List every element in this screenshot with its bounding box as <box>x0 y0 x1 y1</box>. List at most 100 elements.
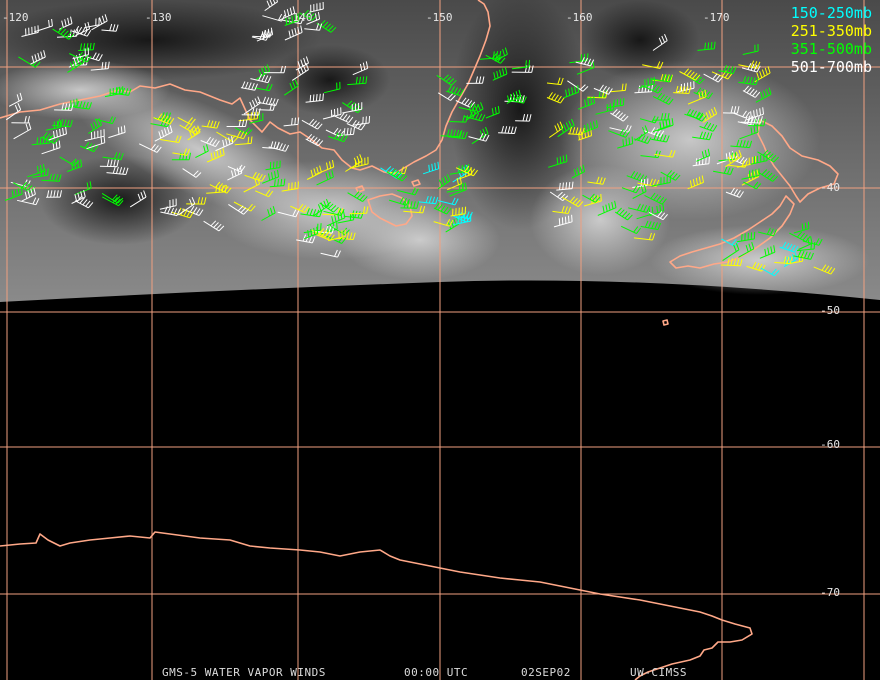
wind-barb-feather <box>72 60 76 68</box>
wind-barb-feather <box>53 190 56 198</box>
wind-barb-feather <box>32 197 37 205</box>
wind-barb-shaft <box>347 82 366 86</box>
wind-barb-feather <box>441 177 446 185</box>
wind-barb-shaft <box>651 138 667 143</box>
wind-barb-feather <box>608 88 613 95</box>
wind-barb-shaft <box>240 87 255 91</box>
wind-barb-feather <box>278 143 283 150</box>
wind-barb-feather <box>500 57 506 64</box>
wind-barb-feather <box>739 156 745 164</box>
wind-barbs <box>4 0 836 277</box>
wind-barb-feather <box>713 107 718 114</box>
wind-barb-feather <box>454 198 459 206</box>
wind-barb-feather <box>342 210 346 218</box>
wind-barb-feather <box>258 174 263 181</box>
wind-barb-feather <box>481 114 486 122</box>
wind-barb-feather <box>482 133 487 141</box>
wind-barb-feather <box>71 103 74 111</box>
wind-barb-shaft <box>200 140 216 148</box>
wind-barb-feather <box>605 91 608 99</box>
wind-barb-feather <box>83 189 86 198</box>
wind-barb-feather <box>312 137 318 144</box>
wind-barb-feather <box>59 190 62 198</box>
legend-entry-501-700: 501-700mb <box>790 58 872 76</box>
wind-barb-shaft <box>255 190 269 198</box>
wind-barb-feather <box>478 76 482 84</box>
wind-barb-feather <box>65 32 72 38</box>
wind-barb-feather <box>467 167 473 174</box>
wind-barb-feather <box>635 186 641 194</box>
wind-barb-feather <box>169 125 173 133</box>
wind-barb-feather <box>704 42 706 50</box>
wind-barb-shaft <box>250 78 269 84</box>
pressure-level-legend: 150-250mb 251-350mb 351-500mb 501-700mb <box>791 4 872 76</box>
wind-barb-feather <box>704 89 707 97</box>
wind-barb-feather <box>453 87 458 94</box>
wind-barb-feather <box>168 112 171 120</box>
wind-barb-feather <box>326 162 329 170</box>
wind-barb-feather <box>804 222 807 230</box>
wind-barb-feather <box>21 181 27 188</box>
wind-barb-feather <box>705 157 707 165</box>
wind-barb-feather <box>756 183 762 190</box>
wind-barb-feather <box>65 126 67 134</box>
wind-barb-feather <box>292 81 296 88</box>
wind-barb-shaft <box>13 128 32 140</box>
wind-barb-feather <box>244 127 250 134</box>
wind-barb-feather <box>73 160 80 166</box>
wind-barb-shaft <box>571 171 585 179</box>
wind-barb-feather <box>189 211 194 219</box>
wind-barb-feather <box>36 166 39 174</box>
wind-barb-feather <box>469 109 473 117</box>
wind-barb-feather <box>450 95 456 101</box>
wind-barb-feather <box>189 125 196 132</box>
wind-barb-feather <box>362 76 365 84</box>
wind-barb-feather <box>312 209 317 217</box>
wind-barb-shaft <box>101 29 117 32</box>
wind-barb-feather <box>280 178 283 186</box>
wind-barb-feather <box>475 112 480 120</box>
wind-barb-feather <box>696 76 703 83</box>
wind-barb-feather <box>741 160 745 168</box>
wind-barb-feather <box>327 203 334 209</box>
wind-barb-feather <box>665 97 671 104</box>
wind-barb-feather <box>319 93 321 101</box>
wind-barb-feather <box>730 155 734 162</box>
wind-barb-feather <box>83 43 86 51</box>
wind-barb-shaft <box>172 152 188 156</box>
wind-barb-shaft <box>567 133 583 136</box>
wind-barb-feather <box>194 127 198 135</box>
wind-barb-feather <box>263 66 268 73</box>
wind-barb-feather <box>528 59 531 67</box>
wind-barb-feather <box>43 168 46 176</box>
wind-barb-feather <box>459 129 463 137</box>
wind-barb-feather <box>357 211 361 219</box>
wind-barb-feather <box>522 95 525 103</box>
wind-barb-feather <box>218 225 225 232</box>
wind-barb-feather <box>620 114 626 120</box>
wind-barb-feather <box>568 120 572 128</box>
longitude-label: -150 <box>426 11 453 24</box>
wind-barb-feather <box>571 214 573 222</box>
wind-barb-feather <box>285 144 290 152</box>
wind-barb-feather <box>354 210 358 218</box>
wind-barb-shaft <box>757 151 775 163</box>
wind-barb-feather <box>723 64 728 72</box>
wind-barb-shaft <box>8 99 23 107</box>
wind-barb-feather <box>485 134 490 142</box>
wind-barb-feather <box>24 115 27 124</box>
wind-barb-feather <box>564 216 567 224</box>
wind-barb-feather <box>401 175 408 182</box>
wind-barb-feather <box>660 73 664 82</box>
wind-barb-feather <box>47 168 49 176</box>
wind-barb-feather <box>443 206 449 213</box>
wind-barb-feather <box>464 131 468 139</box>
wind-barb-feather <box>502 68 505 76</box>
wind-barb-feather <box>451 197 456 205</box>
wind-barb-feather <box>27 185 33 191</box>
wind-barb-feather <box>319 23 323 31</box>
wind-barb-feather <box>269 103 273 111</box>
wind-barb-feather <box>84 141 90 149</box>
wind-barb-feather <box>587 98 590 106</box>
wind-barb-feather <box>444 176 448 183</box>
